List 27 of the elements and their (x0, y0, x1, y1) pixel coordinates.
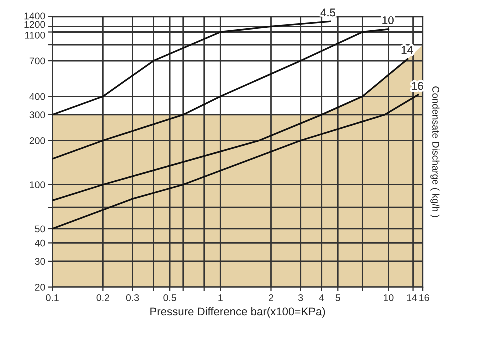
x-tick-label: 10 (384, 294, 394, 302)
y-tick-label: 100 (30, 182, 46, 188)
y-tick-label: 200 (30, 137, 46, 144)
y-tick-label: 700 (30, 58, 46, 65)
y-tick-label: 400 (30, 93, 46, 100)
series-label: 4.5 (320, 8, 336, 17)
x-tick-label: 3 (298, 294, 304, 302)
x-tick-label: 1 (218, 294, 223, 302)
x-tick-label: 5 (336, 294, 340, 302)
y-tick-label: 30 (35, 258, 46, 266)
y-tick-label: 20 (35, 284, 46, 291)
y-axis-title: Condensate Discharge ( kg/h ) (430, 86, 440, 218)
x-tick-label: 0.2 (96, 294, 110, 302)
x-axis-title: Pressure Difference bar(x100=KPa) (150, 307, 326, 318)
x-tick-label: 4 (319, 294, 324, 302)
x-tick-label: 14 (407, 294, 418, 302)
y-tick-label: 300 (30, 112, 46, 119)
x-tick-label: 0.1 (46, 294, 59, 302)
y-tick-label: 1400 (24, 12, 46, 20)
y-tick-label: 40 (35, 240, 46, 247)
y-tick-label: 1200 (24, 21, 46, 28)
x-tick-label: 0.5 (164, 294, 176, 302)
y-tick-label: 1100 (25, 32, 46, 39)
x-tick-label: 2 (269, 294, 274, 302)
x-tick-label: 16 (420, 294, 430, 302)
x-tick-label: 0.3 (126, 294, 140, 302)
y-tick-label: 50 (35, 226, 46, 233)
